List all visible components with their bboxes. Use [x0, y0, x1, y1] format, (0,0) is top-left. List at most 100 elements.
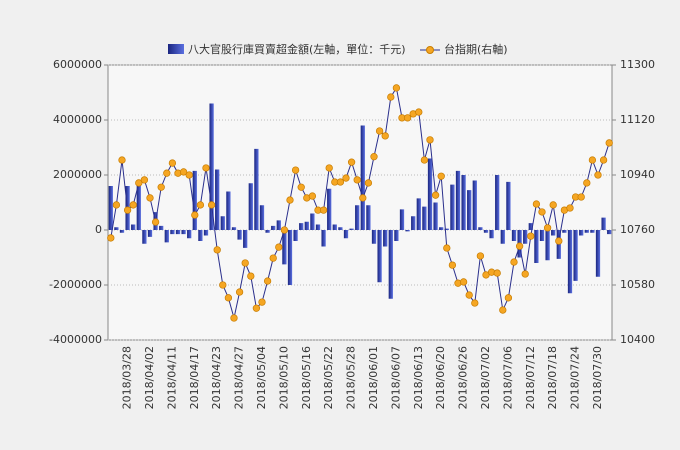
x-tick-label: 2018/04/11	[165, 346, 178, 409]
bar	[304, 221, 309, 230]
marker	[594, 171, 602, 179]
bar	[108, 186, 113, 230]
marker	[499, 306, 507, 314]
x-tick-label: 2018/04/17	[188, 346, 201, 409]
marker	[515, 242, 524, 250]
marker	[543, 224, 552, 232]
marker	[107, 234, 115, 242]
x-tick-label: 2018/06/01	[367, 346, 380, 409]
marker	[532, 200, 541, 208]
marker	[504, 294, 513, 302]
bar	[215, 169, 220, 230]
y-tick-label: 6000000	[53, 58, 102, 71]
bar	[444, 228, 449, 230]
x-tick-label: 2018/07/30	[591, 346, 604, 409]
bar	[584, 230, 589, 233]
bar	[528, 223, 533, 230]
marker	[123, 206, 132, 214]
marker	[319, 206, 328, 214]
y-tick-label: 0	[95, 223, 102, 236]
marker	[415, 108, 423, 116]
bar	[231, 227, 237, 230]
marker	[213, 246, 221, 254]
marker	[224, 294, 233, 302]
legend-swatch	[168, 44, 184, 54]
bar	[293, 230, 298, 241]
marker	[140, 176, 149, 184]
marker	[280, 226, 289, 234]
bar	[590, 230, 595, 233]
marker	[471, 299, 479, 307]
bar	[310, 213, 315, 230]
marker	[342, 174, 350, 182]
bar	[175, 230, 181, 235]
bar	[567, 230, 573, 294]
bar	[147, 230, 153, 237]
bar	[472, 180, 477, 230]
bar	[545, 230, 550, 261]
x-tick-label: 2018/05/04	[255, 346, 268, 409]
bar	[562, 230, 567, 233]
bar	[248, 183, 253, 230]
x-tick-label: 2018/04/02	[143, 346, 156, 409]
bar	[349, 228, 354, 230]
marker	[381, 132, 389, 140]
x-tick-label: 2018/04/23	[210, 346, 223, 409]
marker	[263, 277, 272, 285]
marker	[538, 208, 546, 216]
bar	[506, 181, 511, 230]
bar	[114, 227, 119, 230]
bar	[523, 230, 528, 244]
x-tick-label: 2018/03/28	[121, 346, 134, 409]
marker	[286, 196, 294, 204]
marker	[387, 93, 395, 101]
marker	[146, 194, 154, 202]
marker	[291, 166, 300, 174]
bar	[383, 230, 388, 247]
marker	[196, 201, 205, 209]
marker	[443, 244, 451, 252]
marker	[241, 259, 249, 267]
marker	[375, 127, 384, 135]
marker	[583, 179, 591, 187]
bar	[198, 230, 203, 241]
bar	[226, 191, 231, 230]
bar	[534, 230, 539, 263]
x-tick-label: 2018/04/27	[233, 346, 246, 409]
x-tick-label: 2018/05/22	[322, 346, 335, 409]
bar	[271, 225, 276, 230]
bar	[573, 230, 578, 281]
x-tick-label: 2018/05/16	[300, 346, 313, 409]
marker	[157, 183, 165, 191]
marker	[493, 269, 501, 277]
marker	[118, 156, 126, 164]
legend: 八大官股行庫買賣超金額(左軸，單位：千元) 台指期(右軸)	[168, 42, 508, 56]
bar	[170, 230, 175, 235]
marker	[247, 272, 255, 280]
bar	[416, 198, 421, 230]
marker	[168, 159, 177, 167]
plot-area	[107, 64, 613, 341]
marker	[235, 288, 244, 296]
x-tick-label: 2018/06/26	[457, 346, 470, 409]
marker	[275, 243, 283, 251]
bar	[478, 227, 483, 230]
bar	[164, 230, 169, 243]
bar	[181, 230, 186, 235]
line	[110, 86, 610, 319]
bar	[203, 230, 209, 236]
marker	[230, 314, 238, 322]
x-tick-label: 2018/07/18	[546, 346, 559, 409]
marker	[370, 153, 378, 161]
bar	[332, 224, 337, 230]
marker	[202, 164, 210, 172]
bar	[601, 217, 606, 230]
marker	[112, 201, 121, 209]
marker	[392, 84, 401, 92]
marker	[252, 304, 261, 312]
marker	[510, 258, 518, 266]
marker	[191, 211, 199, 219]
marker	[465, 291, 473, 299]
bar	[343, 230, 349, 239]
